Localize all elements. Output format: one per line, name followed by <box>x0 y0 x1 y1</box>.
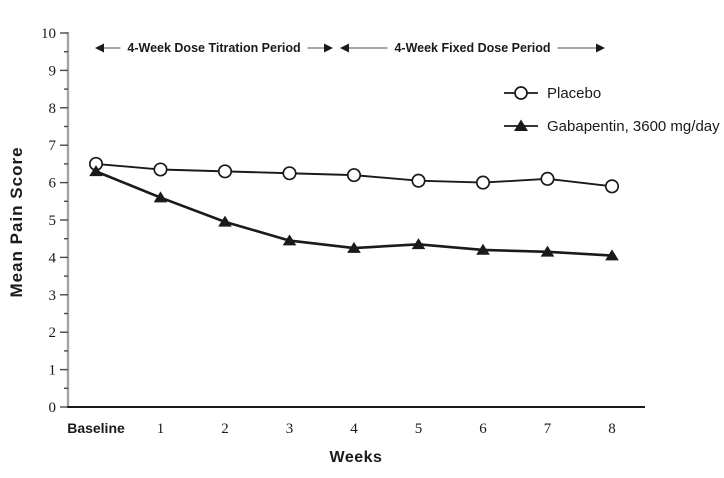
x-tick-label: 7 <box>544 421 552 437</box>
legend-item-gabapentin: Gabapentin, 3600 mg/day <box>503 117 720 135</box>
y-tick-label: 7 <box>49 138 57 154</box>
legend-label-gabapentin: Gabapentin, 3600 mg/day <box>547 117 720 135</box>
filled-triangle-marker-icon <box>504 119 538 131</box>
legend-label-placebo: Placebo <box>547 84 602 102</box>
x-tick-label: Baseline <box>67 420 125 436</box>
data-point-placebo <box>604 179 620 194</box>
y-tick-label: 6 <box>49 176 57 192</box>
y-tick-label: 1 <box>49 363 57 379</box>
data-point-gabapentin <box>476 243 490 255</box>
data-point-placebo <box>217 164 233 179</box>
x-tick-label: 6 <box>479 421 487 437</box>
data-point-gabapentin <box>89 165 103 177</box>
y-tick-label: 3 <box>49 288 57 304</box>
left-arrowhead-icon <box>95 43 104 53</box>
y-tick-label: 8 <box>49 101 57 117</box>
data-point-placebo <box>346 168 362 183</box>
x-tick-label: 4 <box>350 421 358 437</box>
x-axis-title: Weeks <box>329 449 383 466</box>
annotation-label: 4-Week Fixed Dose Period <box>394 41 550 55</box>
data-point-gabapentin <box>153 191 168 203</box>
data-point-placebo <box>475 175 491 190</box>
data-point-placebo <box>411 173 426 188</box>
x-tick-label: 1 <box>157 421 165 437</box>
data-point-gabapentin <box>411 238 426 250</box>
data-point-gabapentin <box>540 245 555 257</box>
right-arrowhead-icon <box>324 43 333 53</box>
x-tick-label: 8 <box>608 421 616 437</box>
data-point-gabapentin <box>218 215 232 227</box>
x-tick-label: 2 <box>221 421 229 437</box>
data-point-placebo <box>282 166 297 181</box>
left-arrowhead-icon <box>340 43 349 53</box>
legend-item-placebo: Placebo <box>503 84 720 102</box>
y-tick-label: 2 <box>49 325 57 341</box>
y-axis-title: Mean Pain Score <box>7 146 26 298</box>
legend: Placebo Gabapentin, 3600 mg/day <box>503 84 720 150</box>
right-arrowhead-icon <box>596 43 605 53</box>
y-tick-label: 4 <box>49 250 57 266</box>
data-point-placebo <box>540 171 555 186</box>
data-point-placebo <box>153 162 168 177</box>
annotation-label: 4-Week Dose Titration Period <box>127 41 300 55</box>
y-tick-label: 0 <box>49 400 57 416</box>
open-circle-marker-icon <box>504 86 538 100</box>
y-tick-label: 10 <box>41 26 56 42</box>
y-tick-label: 5 <box>49 213 57 229</box>
data-point-gabapentin <box>605 249 619 261</box>
data-point-gabapentin <box>347 241 361 253</box>
x-tick-label: 5 <box>415 421 423 437</box>
x-tick-label: 3 <box>286 421 294 437</box>
y-tick-label: 9 <box>49 63 57 79</box>
data-point-gabapentin <box>282 234 297 246</box>
